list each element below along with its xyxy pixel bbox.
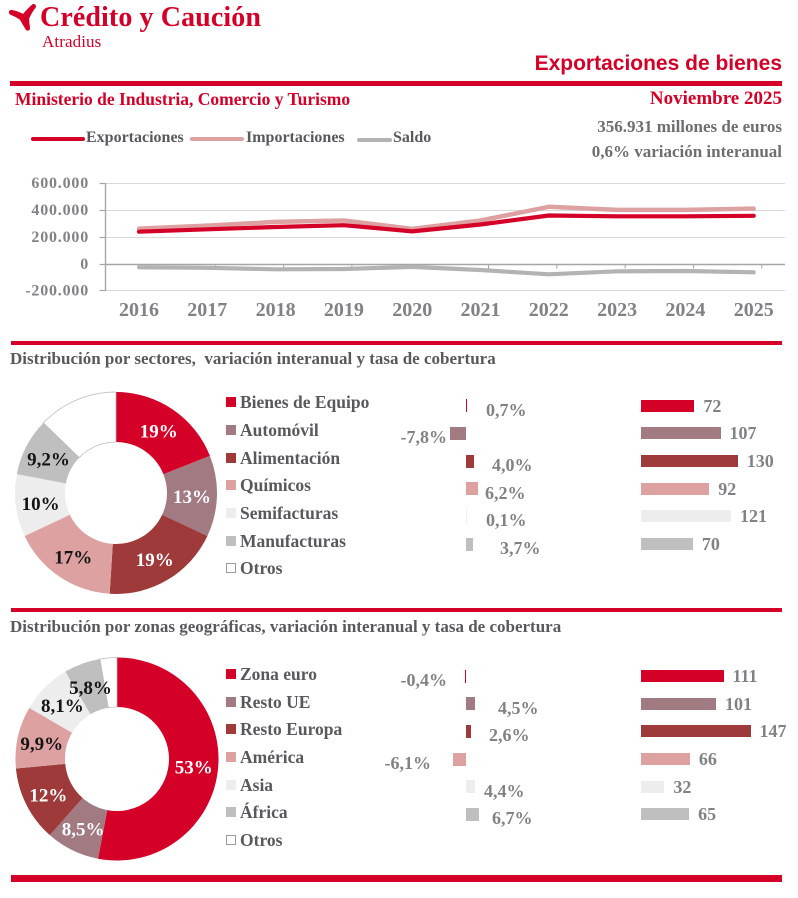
svg-text:2019: 2019 bbox=[324, 299, 364, 321]
svg-text:2020: 2020 bbox=[392, 299, 432, 321]
svg-text:9,2%: 9,2% bbox=[27, 450, 70, 471]
svg-text:-200.000: -200.000 bbox=[25, 283, 89, 300]
svg-text:2017: 2017 bbox=[187, 299, 227, 321]
svg-text:13%: 13% bbox=[173, 487, 211, 508]
svg-text:5,8%: 5,8% bbox=[69, 678, 112, 699]
svg-text:400.000: 400.000 bbox=[31, 202, 89, 219]
svg-text:19%: 19% bbox=[140, 422, 178, 443]
svg-text:53%: 53% bbox=[175, 758, 213, 779]
svg-text:17%: 17% bbox=[54, 547, 92, 568]
svg-text:2016: 2016 bbox=[119, 299, 159, 321]
svg-text:0: 0 bbox=[80, 256, 89, 273]
svg-text:2024: 2024 bbox=[665, 299, 705, 321]
svg-text:2025: 2025 bbox=[734, 299, 774, 321]
svg-text:10%: 10% bbox=[22, 494, 60, 515]
svg-text:200.000: 200.000 bbox=[31, 229, 89, 246]
svg-text:12%: 12% bbox=[29, 786, 67, 807]
svg-text:2022: 2022 bbox=[529, 299, 569, 321]
svg-text:8,1%: 8,1% bbox=[41, 696, 84, 717]
svg-text:8,5%: 8,5% bbox=[62, 820, 105, 841]
svg-text:2023: 2023 bbox=[597, 299, 637, 321]
svg-text:19%: 19% bbox=[136, 550, 174, 571]
svg-text:2021: 2021 bbox=[461, 299, 501, 321]
svg-text:9,9%: 9,9% bbox=[20, 734, 63, 755]
svg-text:2018: 2018 bbox=[256, 299, 296, 321]
svg-text:600.000: 600.000 bbox=[31, 175, 89, 192]
